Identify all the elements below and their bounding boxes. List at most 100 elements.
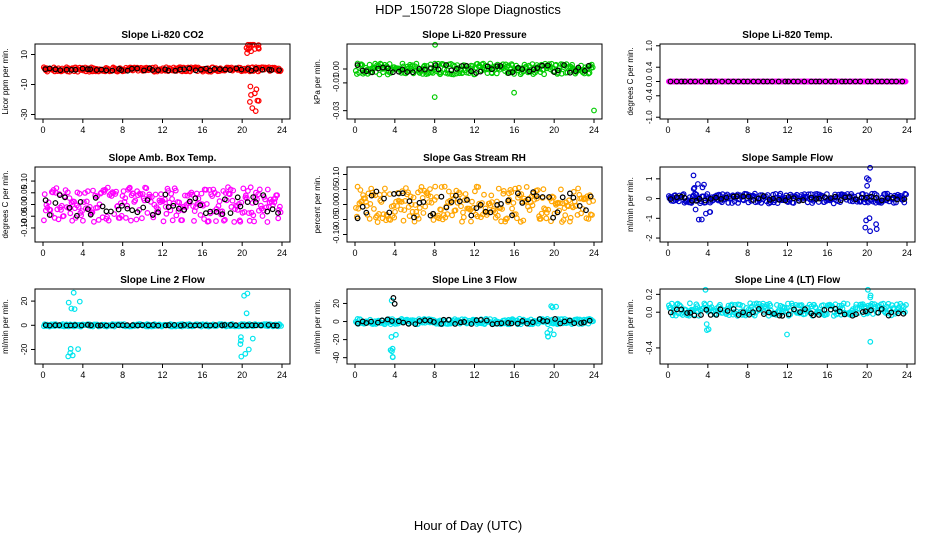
data-point [118,67,125,73]
data-point [431,94,438,100]
data-point [730,193,737,200]
data-point [172,67,179,74]
data-point [276,67,283,73]
data-point [445,316,452,323]
data-point [707,195,714,202]
data-point [249,105,256,111]
x-tick-label: 4 [392,125,397,135]
data-point [428,199,435,206]
data-point [893,199,899,206]
data-point [65,299,72,306]
data-point [583,207,589,214]
data-point [216,66,223,73]
panel-ylabel: degrees C per min. [626,47,635,115]
x-tick-label: 24 [277,248,287,258]
data-point [740,309,746,316]
data-point [548,303,555,310]
data-point [590,318,596,325]
y-tick-label: 0.4 [645,61,654,73]
x-tick-label: 16 [822,370,832,380]
data-point [550,331,557,338]
data-point [690,172,697,179]
data-point [554,67,561,74]
data-point [92,194,99,201]
data-point [504,215,510,222]
data-point [252,108,259,114]
data-point [245,346,252,353]
data-point [271,199,278,206]
y-tick-label: -0.10 [20,218,29,237]
data-point [460,214,467,221]
data-point [413,208,420,215]
data-point [255,44,262,51]
data-point [75,346,81,353]
data-point [691,312,698,319]
data-point [227,67,234,73]
x-tick-label: 4 [705,125,710,135]
data-point [192,195,199,202]
data-point [587,193,594,200]
panel-8: Slope Line 3 Flow ml/min per min. 0 4 8 12 16 2… [313,275,603,380]
y-tick-label: -0.10 [332,225,341,244]
data-point [104,184,111,191]
data-point [478,317,484,323]
data-point [243,310,250,317]
data-point [836,308,843,315]
data-point [468,321,475,327]
data-point [559,194,566,201]
data-point [363,68,370,75]
data-point [453,192,459,199]
data-point [867,338,874,345]
data-point [244,50,251,56]
data-point [567,218,573,225]
data-point [810,312,817,319]
data-point [162,203,169,210]
data-point [181,206,188,213]
data-point [255,97,262,104]
x-tick-label: 8 [432,125,437,135]
y-tick-label: 0.05 [20,184,29,200]
data-point [219,211,226,218]
data-point [247,184,254,191]
data-point [205,218,212,225]
series-hourly [354,295,593,328]
panel-ylabel: ml/min per min. [626,299,635,354]
data-point [449,192,456,199]
data-point [586,69,593,76]
data-point [510,199,517,206]
data-point [155,322,162,329]
data-point [121,198,128,205]
data-point [201,216,208,222]
data-point [248,67,255,74]
data-point [871,301,878,308]
data-point [68,305,75,312]
data-point [737,301,743,308]
data-point [484,63,491,70]
data-point [214,191,221,198]
data-point [520,217,527,224]
data-point [69,217,76,224]
data-point [146,65,153,72]
data-point [132,197,139,204]
data-point [210,186,217,193]
data-point [844,301,851,307]
data-point [221,196,228,203]
data-point [277,209,284,216]
data-point [901,199,908,206]
data-point [483,317,490,324]
data-point [678,193,685,200]
panel-4: Slope Amb. Box Temp. degrees C per min. 0 4… [1,153,291,258]
data-point [422,66,428,73]
data-point [399,190,406,197]
x-tick-label: 12 [782,248,792,258]
data-point [518,191,525,198]
data-point [841,311,848,318]
data-point [481,191,487,198]
x-tick-label: 12 [157,125,167,135]
data-point [238,66,245,73]
data-point [94,322,101,329]
data-point [237,334,244,341]
data-point [133,216,140,223]
data-point [487,209,494,216]
data-point [468,218,474,225]
